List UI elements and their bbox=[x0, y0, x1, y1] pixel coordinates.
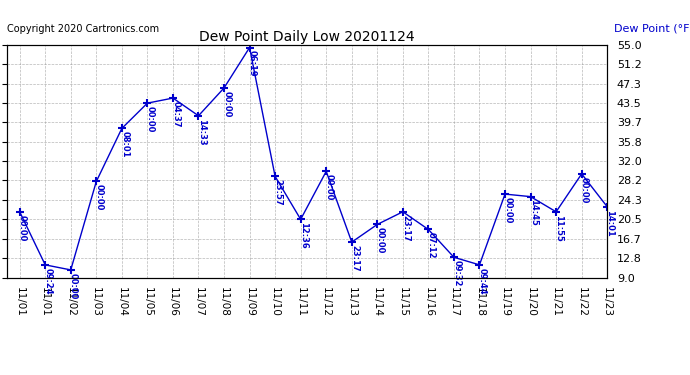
Text: 00:00: 00:00 bbox=[375, 227, 384, 254]
Text: 12:36: 12:36 bbox=[299, 222, 308, 249]
Title: Dew Point Daily Low 20201124: Dew Point Daily Low 20201124 bbox=[199, 30, 415, 44]
Text: 14:01: 14:01 bbox=[606, 210, 615, 236]
Text: 23:57: 23:57 bbox=[273, 179, 282, 206]
Text: 00:00: 00:00 bbox=[69, 273, 78, 299]
Text: 00:00: 00:00 bbox=[324, 174, 333, 201]
Text: 00:00: 00:00 bbox=[580, 177, 589, 203]
Text: 08:01: 08:01 bbox=[120, 131, 129, 158]
Text: 09:44: 09:44 bbox=[477, 268, 486, 294]
Text: 14:45: 14:45 bbox=[529, 200, 538, 226]
Text: 04:37: 04:37 bbox=[171, 101, 180, 128]
Text: 23:17: 23:17 bbox=[350, 245, 359, 272]
Text: 14:33: 14:33 bbox=[197, 118, 206, 145]
Text: 06:19: 06:19 bbox=[248, 50, 257, 77]
Text: 00:00: 00:00 bbox=[95, 184, 103, 211]
Text: 00:00: 00:00 bbox=[18, 214, 27, 241]
Text: 00:00: 00:00 bbox=[222, 91, 231, 117]
Text: Dew Point (°F): Dew Point (°F) bbox=[614, 24, 690, 34]
Text: 09:32: 09:32 bbox=[452, 260, 461, 286]
Text: 09:24: 09:24 bbox=[43, 268, 52, 294]
Text: 00:00: 00:00 bbox=[146, 106, 155, 132]
Text: 23:17: 23:17 bbox=[401, 214, 410, 241]
Text: Copyright 2020 Cartronics.com: Copyright 2020 Cartronics.com bbox=[7, 24, 159, 34]
Text: 07:12: 07:12 bbox=[426, 232, 435, 259]
Text: 00:00: 00:00 bbox=[503, 197, 512, 223]
Text: 11:55: 11:55 bbox=[554, 214, 564, 242]
